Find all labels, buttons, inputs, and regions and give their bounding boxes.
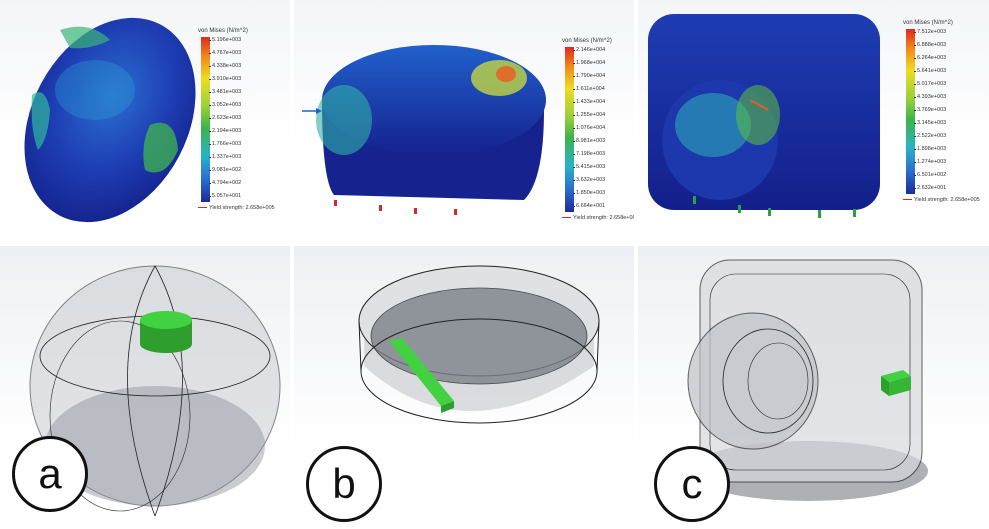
cad-panel-b: b xyxy=(294,246,634,529)
legend-tick: 1.255e+004 xyxy=(572,112,606,118)
stress-model-c xyxy=(648,14,880,218)
legend-tick: 5.196e+003 xyxy=(208,37,242,43)
legend-tick: 5.415e+003 xyxy=(572,164,606,170)
legend-tick: 4.393e+003 xyxy=(913,94,947,100)
legend-tick: 1.337e+003 xyxy=(208,154,242,160)
legend-tick: 5.017e+003 xyxy=(913,81,947,87)
legend-tick: 3.910e+003 xyxy=(208,76,242,82)
legend-tick: 5.057e+001 xyxy=(208,193,242,199)
legend-tick: 6.888e+003 xyxy=(913,42,947,48)
legend-tick: 2.146e+004 xyxy=(572,47,606,53)
stress-model-b xyxy=(302,45,546,215)
stress-panel-a: von Mises (N/m^2) 5.196e+003 4.767e+003 … xyxy=(0,0,290,238)
legend-tick: 2.522e+003 xyxy=(913,133,947,139)
legend-tick: 1.611e+004 xyxy=(573,86,605,92)
legend-tick: 3.145e+003 xyxy=(913,120,947,126)
legend-tick: 1.968e+004 xyxy=(572,60,606,66)
fixture-markers-icon xyxy=(334,200,457,215)
legend-tick: 1.898e+003 xyxy=(913,146,947,152)
legend-tick: 1.790e+004 xyxy=(572,73,606,79)
legend-tick: 6.501e+002 xyxy=(913,172,947,178)
legend-title: von Mises (N/m^2) xyxy=(903,20,953,26)
legend-tick: 3.481e+003 xyxy=(208,89,242,95)
legend-title: von Mises (N/m^2) xyxy=(562,38,612,44)
legend-tick: 1.076e+004 xyxy=(572,125,606,131)
label-b-badge: b xyxy=(306,446,382,522)
cad-model-b xyxy=(358,265,600,424)
sensor-strip xyxy=(389,338,454,413)
stress-panel-b: von Mises (N/m^2) 2.146e+004 1.968e+004 … xyxy=(294,0,634,238)
yield-strength-label: Yield strength: 2.658e+005 xyxy=(562,215,634,221)
label-a-badge: a xyxy=(12,436,88,512)
legend-tick: 5.641e+003 xyxy=(913,68,947,74)
legend-c: von Mises (N/m^2) 7.512e+003 6.888e+003 … xyxy=(903,20,989,220)
cad-panel-a: a xyxy=(0,246,290,529)
legend-tick: 9.081e+002 xyxy=(208,167,242,173)
cad-panel-c: c xyxy=(638,246,989,529)
color-scale-bar xyxy=(906,29,915,194)
stress-model-a xyxy=(24,17,196,223)
legend-tick: 2.623e+003 xyxy=(208,115,242,121)
stress-panel-c: von Mises (N/m^2) 7.512e+003 6.888e+003 … xyxy=(638,0,989,238)
legend-tick: 1.850e+003 xyxy=(572,190,606,196)
legend-tick: 7.512e+003 xyxy=(913,29,947,35)
legend-tick: 2.632e+001 xyxy=(913,185,947,191)
legend-tick: 6.664e+001 xyxy=(572,203,606,209)
legend-tick: 1.433e+004 xyxy=(572,99,606,105)
legend-tick: 1.766e+003 xyxy=(208,141,242,147)
color-scale-bar xyxy=(565,47,574,212)
legend-tick: 8.981e+003 xyxy=(572,138,606,144)
yield-strength-label: Yield strength: 2.658e+005 xyxy=(198,205,275,211)
legend-tick: 4.794e+002 xyxy=(208,180,242,186)
legend-title: von Mises (N/m^2) xyxy=(198,28,248,34)
legend-tick: 3.769e+003 xyxy=(913,107,947,113)
legend-tick: 4.338e+003 xyxy=(208,63,242,69)
legend-b: von Mises (N/m^2) 2.146e+004 1.968e+004 … xyxy=(562,38,634,238)
cad-model-a xyxy=(29,265,281,517)
fixture-markers-icon xyxy=(693,196,856,218)
cad-model-c xyxy=(687,259,928,501)
legend-tick: 7.198e+003 xyxy=(572,151,606,157)
sensor-block xyxy=(881,370,911,396)
legend-tick: 6.264e+003 xyxy=(913,55,947,61)
legend-tick: 3.632e+003 xyxy=(572,177,606,183)
color-scale-bar xyxy=(201,37,210,202)
yield-strength-label: Yield strength: 2.658e+005 xyxy=(903,197,980,203)
legend-tick: 1.274e+003 xyxy=(913,159,947,165)
label-c-badge: c xyxy=(654,446,730,522)
legend-a: von Mises (N/m^2) 5.196e+003 4.767e+003 … xyxy=(198,28,286,228)
legend-tick: 3.052e+003 xyxy=(208,102,242,108)
legend-tick: 4.767e+003 xyxy=(208,50,242,56)
legend-tick: 2.194e+003 xyxy=(208,128,242,134)
sensor-block xyxy=(140,311,192,353)
